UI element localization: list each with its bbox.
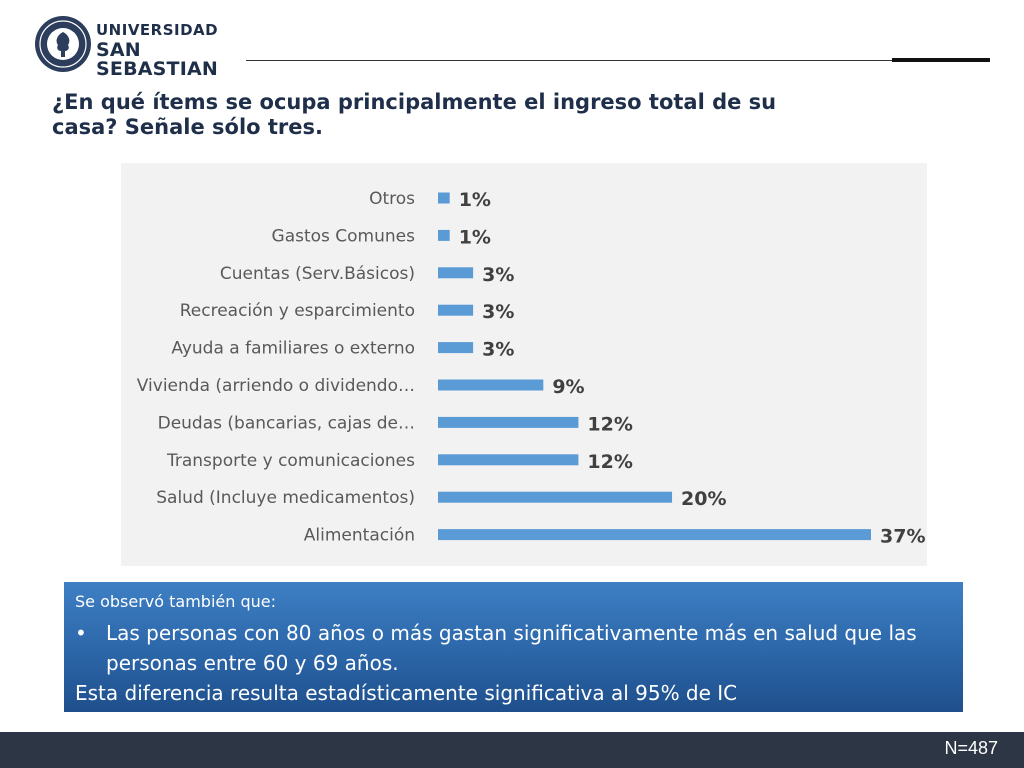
bar (438, 229, 450, 241)
footer-bar: N=487 (0, 732, 1024, 768)
bar (438, 491, 673, 503)
observation-bullet-text: Las personas con 80 años o más gastan si… (106, 621, 917, 675)
bar (438, 529, 871, 541)
value-label: 37% (880, 526, 925, 548)
observation-bullet: • Las personas con 80 años o más gastan … (75, 618, 955, 678)
category-label: Ayuda a familiares o externo (171, 339, 415, 359)
university-name: UNIVERSIDAD SAN SEBASTIAN (96, 23, 249, 79)
category-label: Gastos Comunes (272, 226, 416, 246)
bar (438, 379, 544, 391)
observation-intro: Se observó también que: (75, 592, 276, 611)
bullet-icon: • (75, 621, 87, 645)
conclusion-reflection: Esta diferencia resulta estadísticamente… (64, 712, 963, 732)
value-label: 3% (482, 264, 514, 286)
observation-box: Se observó también que: • Las personas c… (64, 582, 963, 712)
value-label: 3% (482, 301, 514, 323)
university-name-line1: UNIVERSIDAD (96, 21, 219, 39)
bar (438, 416, 579, 428)
value-label: 12% (587, 451, 632, 473)
category-label: Alimentación (304, 526, 415, 546)
bar (438, 342, 474, 354)
observation-conclusion: Esta diferencia resulta estadísticamente… (75, 681, 738, 705)
university-name-line2: SAN SEBASTIAN (96, 39, 218, 80)
sample-size-label: N=487 (944, 738, 998, 758)
category-label: Transporte y comunicaciones (166, 451, 415, 471)
value-label: 12% (587, 413, 632, 435)
category-label: Salud (Incluye medicamentos) (156, 488, 415, 508)
category-label: Deudas (bancarias, cajas de… (158, 413, 415, 433)
university-logo: UNIVERSIDAD SAN SEBASTIAN (34, 15, 249, 79)
bar (438, 267, 474, 279)
bar (438, 192, 450, 204)
university-seal-icon (35, 16, 91, 72)
value-label: 20% (681, 488, 726, 510)
value-label: 1% (459, 226, 491, 248)
bar (438, 304, 474, 316)
slide-title: ¿En qué ítems se ocupa principalmente el… (52, 90, 777, 139)
bar-chart: Otros 1% Gastos Comunes 1% Cuentas (Serv.Bás… (137, 189, 926, 548)
header-rule (246, 60, 990, 61)
category-label: Vivienda (arriendo o dividendo… (137, 376, 415, 396)
bar (438, 454, 579, 466)
category-label: Recreación y esparcimiento (180, 301, 415, 321)
value-label: 3% (482, 339, 514, 361)
category-label: Otros (369, 189, 415, 209)
value-label: 9% (552, 376, 584, 398)
value-label: 1% (459, 189, 491, 211)
header-rule-accent (892, 58, 990, 62)
category-label: Cuentas (Serv.Básicos) (220, 264, 415, 284)
